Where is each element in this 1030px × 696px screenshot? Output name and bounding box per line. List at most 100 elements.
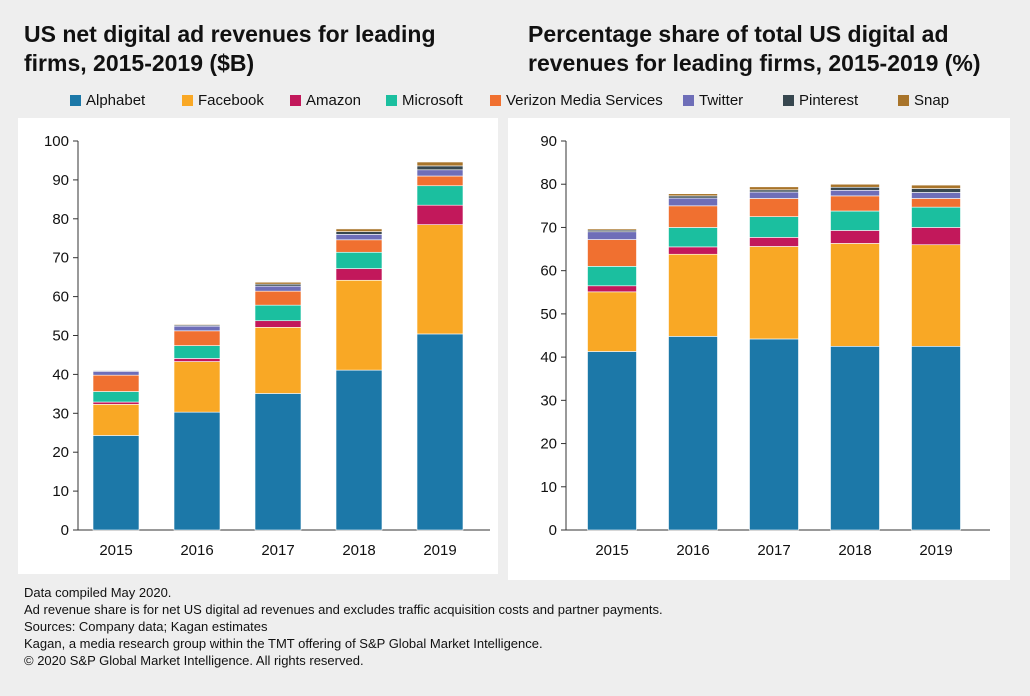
legend-item-snap: Snap [898,92,949,109]
x-tick-label: 2017 [261,542,294,559]
y-tick-label: 60 [52,289,69,306]
bar-segment-snap [254,281,302,285]
bar-segment-verizon-media-services [830,195,880,212]
y-tick-label: 90 [540,133,557,150]
bar-stack-2015 [587,228,637,531]
legend-swatch [386,95,397,106]
bar-segment-verizon-media-services [92,374,140,392]
legend-item-facebook: Facebook [182,92,264,109]
bar-segment-twitter [911,192,961,199]
x-tick-label: 2016 [676,542,709,559]
bar-segment-alphabet [587,351,637,531]
legend-label: Pinterest [799,92,859,109]
y-tick-label: 50 [540,306,557,323]
footnote-definition: Ad revenue share is for net US digital a… [24,602,663,617]
bar-segment-alphabet [911,346,961,531]
bar-segment-amazon [92,401,140,405]
bar-segment-verizon-media-services [668,205,718,228]
bar-segment-verizon-media-services [749,198,799,217]
bar-segment-facebook [587,291,637,352]
y-tick-label: 20 [540,436,557,453]
legend-label: Verizon Media Services [506,92,663,109]
bar-segment-alphabet [173,411,221,531]
legend-swatch [70,95,81,106]
bar-segment-amazon [416,204,464,225]
left-chart-title: US net digital ad revenues for leading f… [24,21,436,76]
bar-segment-verizon-media-services [254,290,302,306]
y-tick-label: 20 [52,444,69,461]
share-chart-panel: 0 10 20 30 40 50 60 70 80 90 2015 2016 2017 2018 2019 [508,118,1010,580]
bar-segment-facebook [416,224,464,335]
bar-segment-twitter [335,234,383,241]
bar-segment-pinterest [911,188,961,193]
bar-segment-twitter [92,370,140,376]
bar-segment-snap [416,161,464,167]
bar-stack-2019 [416,161,464,531]
revenue-chart: 0 10 20 30 40 50 60 70 80 90 100 2015 2016 2017 2018 20… [44,133,490,559]
legend-label: Amazon [306,92,362,109]
bar-stack-2018 [335,228,383,531]
bar-segment-pinterest [830,186,880,191]
x-tick-label: 2018 [838,542,871,559]
legend-swatch [898,95,909,106]
bar-stack-2017 [749,186,799,531]
bar-segment-facebook [749,246,799,340]
bar-segment-snap [668,193,718,197]
bar-segment-verizon-media-services [587,239,637,267]
legend-item-verizon-media-services: Verizon Media Services [490,92,663,109]
bar-segment-twitter [668,197,718,207]
bar-segment-verizon-media-services [335,239,383,253]
legend-swatch [683,95,694,106]
bar-segment-facebook [254,327,302,394]
bar-segment-snap [749,186,799,191]
y-tick-label: 10 [540,479,557,496]
legend-label: Facebook [198,92,264,109]
bar-segment-verizon-media-services [173,330,221,346]
bar-segment-alphabet [830,346,880,531]
bar-segment-amazon [173,358,221,362]
bar-segment-pinterest [749,189,799,193]
footnote-copyright: © 2020 S&P Global Market Intelligence. A… [24,653,364,668]
legend-item-twitter: Twitter [683,92,743,109]
legend-item-microsoft: Microsoft [386,92,463,109]
legend-item-alphabet: Alphabet [70,92,145,109]
y-tick-label: 80 [540,176,557,193]
bar-segment-amazon [749,237,799,247]
x-tick-label: 2019 [919,542,952,559]
bar-segment-verizon-media-services [416,175,464,187]
legend-swatch [290,95,301,106]
bar-stack-2018 [830,183,880,531]
y-tick-label: 30 [52,405,69,422]
y-tick-label: 40 [52,366,69,383]
y-tick-label: 10 [52,483,69,500]
legend-item-pinterest: Pinterest [783,92,858,109]
y-tick-label: 70 [540,219,557,236]
bar-segment-alphabet [668,336,718,531]
footnote-kagan: Kagan, a media research group within the… [24,636,543,651]
bar-segment-twitter [587,231,637,240]
x-tick-label: 2019 [423,542,456,559]
bar-segment-microsoft [254,304,302,322]
bar-stack-2019 [911,184,961,531]
y-tick-label: 80 [52,211,69,228]
bar-segment-amazon [587,285,637,293]
bar-segment-facebook [335,279,383,371]
legend: Alphabet Facebook Amazon Microsoft Verizon M… [70,92,1010,114]
x-tick-label: 2017 [757,542,790,559]
bar-segment-snap [173,323,221,326]
legend-swatch [182,95,193,106]
legend-swatch [783,95,794,106]
bar-segment-pinterest [668,195,718,199]
x-tick-label: 2015 [595,542,628,559]
bar-segment-snap [911,184,961,189]
legend-label: Microsoft [402,92,463,109]
legend-item-amazon: Amazon [290,92,361,109]
bar-stack-2015 [92,369,140,531]
y-tick-label: 30 [540,392,557,409]
x-tick-label: 2018 [342,542,375,559]
footnotes: Data compiled May 2020. Ad revenue share… [24,584,1004,669]
bar-segment-facebook [911,244,961,347]
bar-segment-amazon [254,320,302,328]
bar-segment-facebook [668,253,718,337]
